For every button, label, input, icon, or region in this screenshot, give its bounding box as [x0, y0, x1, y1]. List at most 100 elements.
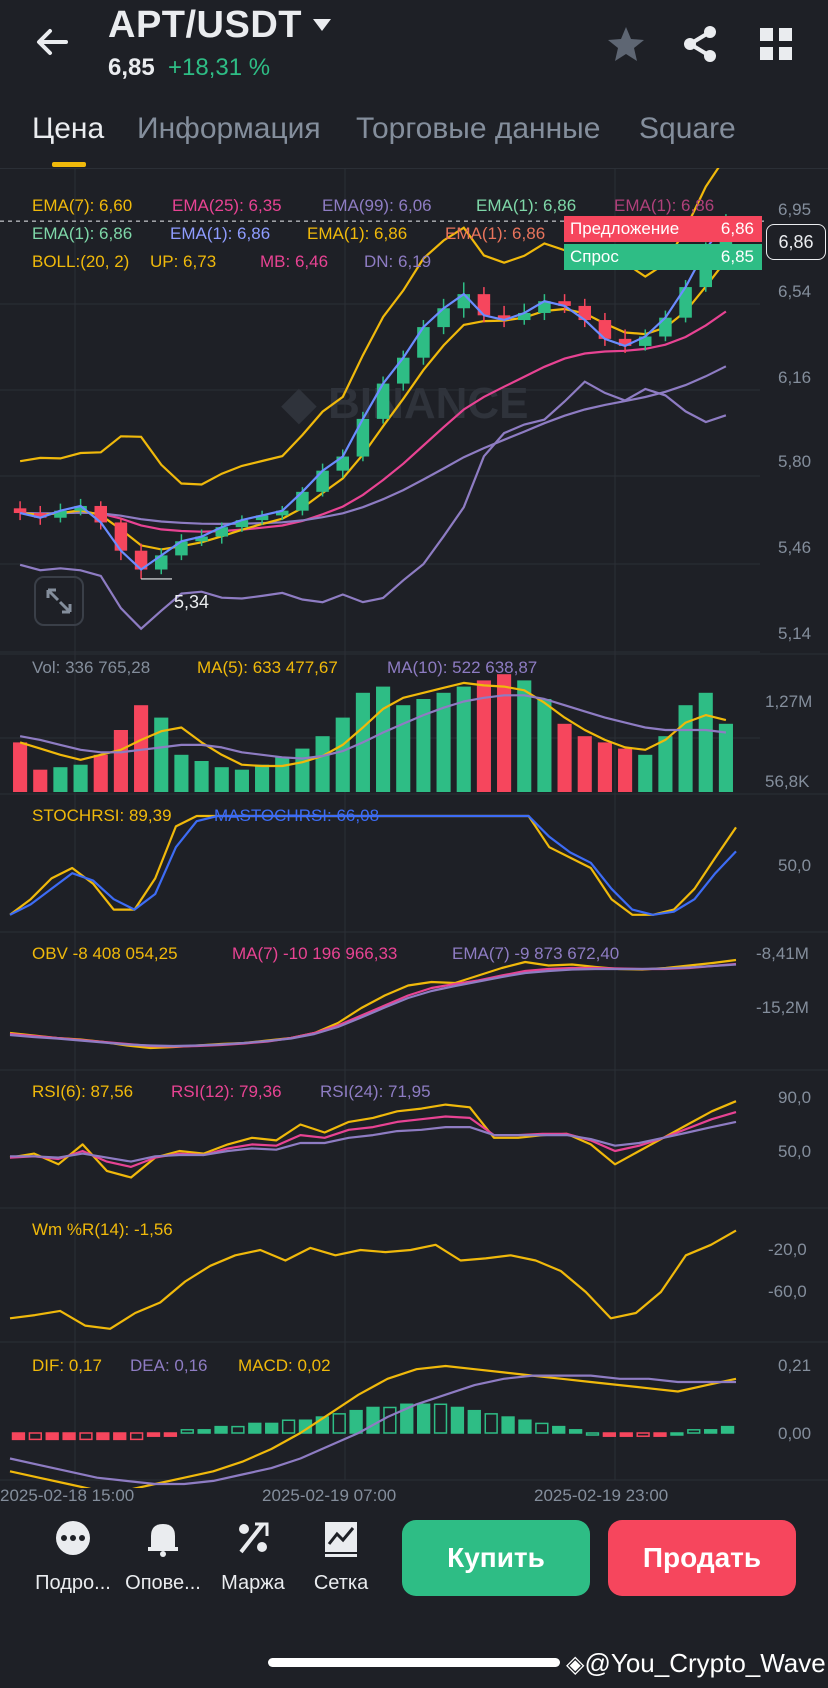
macd-histogram-bar	[687, 1429, 701, 1434]
watermark: ◈@You_Crypto_Wave	[566, 1648, 826, 1679]
tab-info[interactable]: Информация	[137, 112, 321, 145]
macd-histogram-bar	[400, 1403, 414, 1434]
candle-body	[558, 301, 571, 306]
ask-label: Предложение	[570, 219, 680, 238]
margin-button[interactable]: Маржа	[208, 1518, 298, 1595]
alerts-button[interactable]: Опове...	[118, 1518, 208, 1595]
volume-bar	[638, 754, 653, 792]
volume-bar	[73, 764, 88, 792]
macd-histogram-bar	[197, 1429, 211, 1434]
obv-ma7-line	[9, 962, 737, 1048]
tab-price[interactable]: Цена	[32, 112, 105, 145]
candle-body	[417, 327, 430, 358]
share-icon[interactable]	[680, 24, 720, 64]
volume-bar	[13, 742, 28, 792]
candle-body	[679, 287, 692, 318]
back-arrow-icon[interactable]	[32, 22, 72, 62]
candle-body	[618, 338, 632, 346]
price-axis-label: 5,46	[778, 538, 812, 557]
macd-histogram-bar	[366, 1406, 380, 1434]
buy-button[interactable]: Купить	[402, 1520, 590, 1596]
candle-body	[396, 357, 410, 384]
candle-body	[255, 515, 269, 521]
ema1-legend-4: EMA(1): 6,86	[614, 196, 715, 215]
obv-axis-label: -8,41M	[756, 944, 809, 963]
volume-bar	[456, 686, 471, 792]
macd-histogram-bar	[79, 1432, 93, 1441]
time-axis-label: 2025-02-19 23:00	[534, 1486, 669, 1505]
macd-histogram-bar	[518, 1419, 532, 1434]
ema1-legend-0: EMA(7): 6,60	[32, 196, 133, 215]
candle-body	[477, 294, 491, 316]
macd-histogram-bar	[129, 1432, 144, 1441]
binance-watermark: ◆ BINANCE	[281, 379, 529, 428]
macd-histogram-bar	[467, 1409, 481, 1434]
macd-histogram-bar	[433, 1403, 448, 1434]
ask-value: 6,86	[720, 219, 754, 238]
sell-button[interactable]: Продать	[608, 1520, 796, 1596]
ema2-legend-0: EMA(1): 6,86	[32, 224, 133, 243]
candle-body	[316, 470, 329, 492]
price-axis-label: 5,14	[778, 624, 812, 643]
obv-legend-0: OBV -8 408 054,25	[32, 944, 178, 963]
tab-square[interactable]: Square	[639, 112, 736, 145]
candle-body	[235, 520, 249, 528]
price-change: +18,31 %	[168, 54, 271, 81]
rsi12-line	[9, 1111, 737, 1169]
boll-legend-3: DN: 6,19	[364, 252, 432, 271]
candle-body	[54, 510, 67, 518]
ask-tag: Предложение 6,86	[564, 216, 762, 242]
volume-ma5-line	[19, 681, 727, 768]
expand-button[interactable]	[34, 576, 84, 626]
macd-histogram-bar	[349, 1409, 363, 1434]
candle-body	[376, 383, 390, 419]
volume-bar	[537, 699, 552, 792]
macd-histogram-bar	[704, 1429, 718, 1434]
candle-body	[497, 315, 511, 321]
macd-histogram-bar	[535, 1422, 549, 1434]
macd-axis-label: 0,21	[778, 1356, 812, 1375]
rsi-axis-label: 90,0	[778, 1088, 812, 1107]
boll-legend-0: BOLL:(20, 2)	[32, 252, 130, 271]
caret-down-icon[interactable]	[312, 18, 332, 32]
volume-bar	[577, 736, 592, 792]
candle-body	[659, 317, 672, 337]
tab-trading-data[interactable]: Торговые данные	[356, 112, 601, 145]
star-icon[interactable]	[606, 24, 646, 64]
wr-legend-0: Wm %R(14): -1,56	[32, 1220, 173, 1239]
obv-legend-1: MA(7) -10 196 966,33	[232, 944, 398, 963]
volume-bar	[154, 717, 169, 792]
details-button[interactable]: Подро...	[28, 1518, 118, 1595]
grid-icon[interactable]	[756, 24, 796, 64]
obv-legend-2: EMA(7) -9 873 672,40	[452, 944, 620, 963]
pair-title[interactable]: APT/USDT	[108, 4, 302, 46]
mastochrsi-line	[9, 814, 737, 916]
boll-lower-line	[19, 380, 727, 631]
volume-bar	[335, 717, 350, 792]
candle-body	[538, 301, 551, 313]
macd-histogram-bar	[28, 1432, 42, 1441]
macd-dif-line	[9, 1364, 737, 1488]
candle-body	[94, 505, 108, 523]
volume-bar	[93, 754, 108, 792]
volume-bar	[134, 705, 149, 792]
grid-bot-button[interactable]: Сетка	[296, 1518, 386, 1595]
obv-ema7-line	[9, 963, 737, 1048]
volume-bar	[698, 692, 713, 792]
macd-histogram-bar	[45, 1432, 59, 1441]
macd-histogram-bar	[231, 1425, 245, 1434]
stochrsi-line	[9, 814, 737, 916]
macd-histogram-bar	[96, 1432, 110, 1441]
price-axis-label: 6,16	[778, 368, 812, 387]
vol-legend-2: MA(10): 522 638,87	[387, 658, 538, 677]
bell-icon	[148, 1524, 178, 1557]
volume-bar	[255, 764, 270, 792]
price-chart[interactable]: ◆ BINANCE	[0, 168, 828, 1488]
margin-icon	[239, 1522, 269, 1554]
macd-histogram-bar	[163, 1432, 178, 1437]
price-axis-label: 5,80	[778, 452, 812, 471]
macd-histogram-bar	[248, 1422, 262, 1434]
volume-axis-label: 56,8K	[765, 772, 810, 791]
time-axis-label: 2025-02-18 15:00	[0, 1486, 135, 1505]
macd-legend-0: DIF: 0,17	[32, 1356, 102, 1375]
